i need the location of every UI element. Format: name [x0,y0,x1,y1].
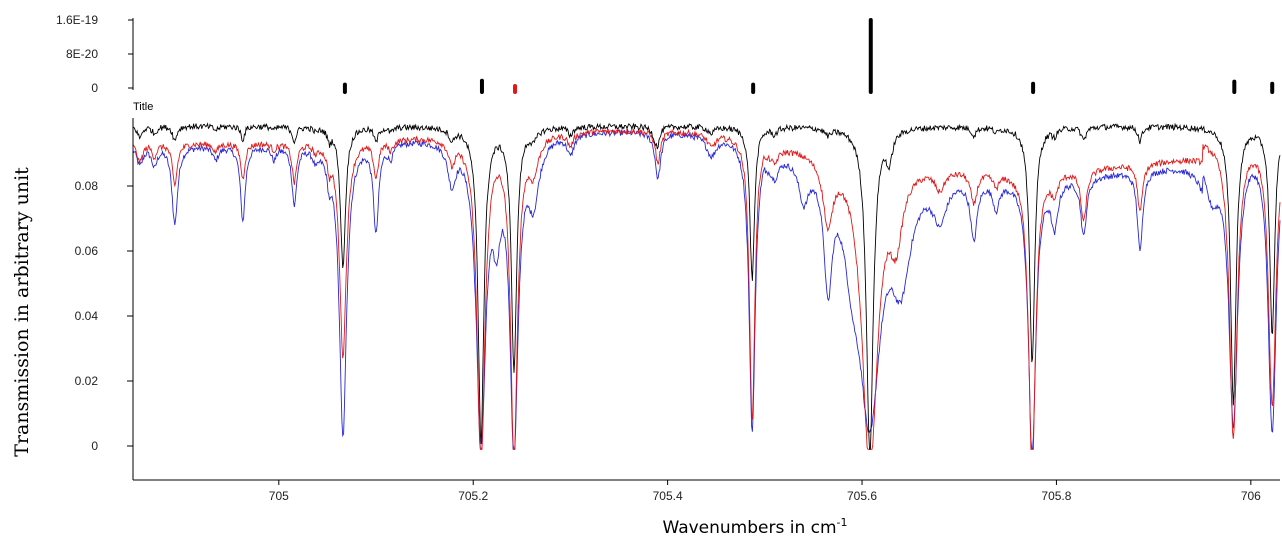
x-axis-title: Wavenumbers in cm-1 [662,516,847,538]
intensity-y-tick-label: 1.6E-19 [56,13,98,27]
main-y-tick-label: 0.04 [75,309,99,323]
panel-title: Title [133,101,153,113]
main-x-tick-label: 705.4 [653,489,683,503]
main-x-tick-label: 705.6 [847,489,877,503]
main-y-tick-label: 0.02 [75,374,99,388]
x-axis-title-text: Wavenumbers in cm [662,518,836,538]
main-x-tick-label: 706 [1241,489,1261,503]
y-axis-title: Transmission in arbitrary unit [11,167,33,457]
main-y-tick-label: 0.06 [75,244,99,258]
transmission-series-line [132,128,1281,450]
main-y-tick-label: 0 [91,439,98,453]
intensity-sticks [342,18,1275,94]
intensity-y-tick-label: 0 [91,81,98,95]
main-x-tick-label: 705.8 [1041,489,1071,503]
intensity-y-ticks: 1.6E-19 8E-20 0 [56,13,133,95]
main-y-tick-label: 0.08 [75,179,99,193]
transmission-series-line [132,122,1281,450]
main-x-ticks: 705 705.2 705.4 705.6 705.8 706 [269,480,1261,503]
transmission-series [132,122,1281,450]
intensity-y-tick-label: 8E-20 [66,47,98,61]
main-y-ticks: 0.08 0.06 0.04 0.02 0 [75,179,133,453]
main-x-tick-label: 705.2 [458,489,488,503]
transmission-series-line [132,128,1281,450]
transmission-panel: Title 0.080.060.040.020 705 705.2 705.4 705… [11,101,1281,538]
intensity-panel: 1.6E-19 8E-20 0 [56,13,1275,95]
x-axis-title-superscript: -1 [837,516,848,529]
main-x-tick-label: 705 [269,489,289,503]
